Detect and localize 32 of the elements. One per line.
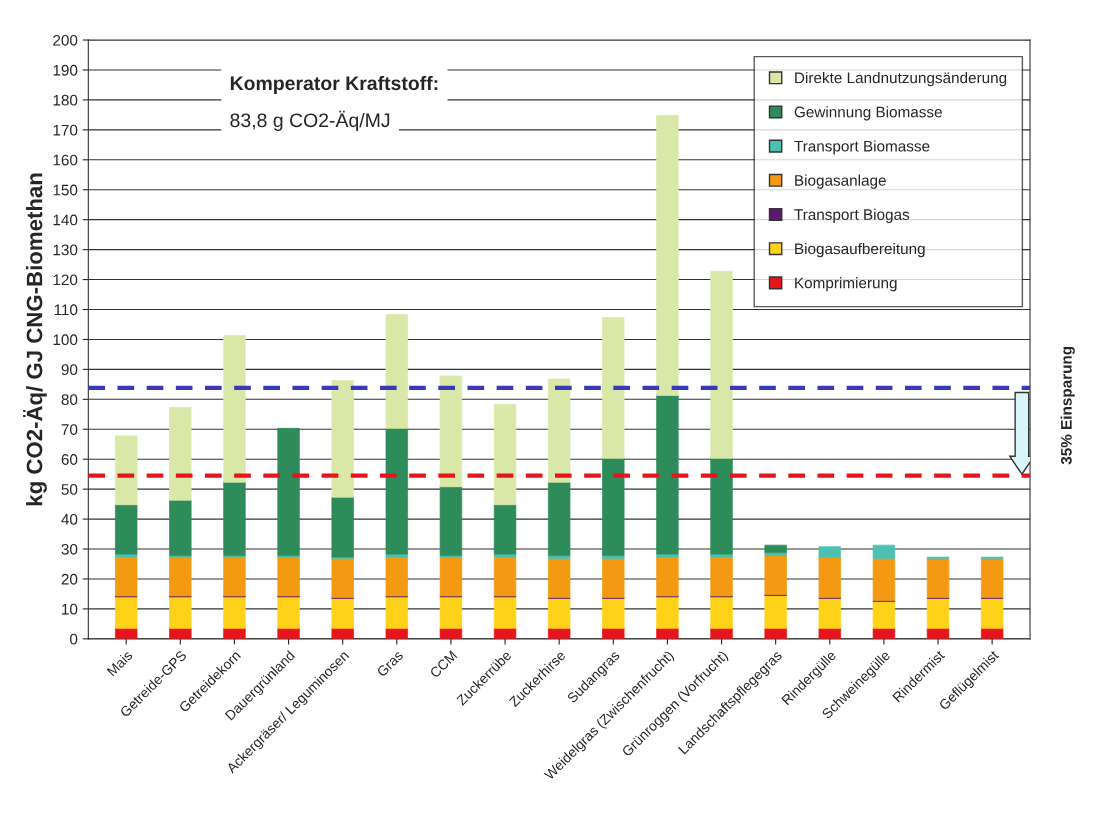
y-tick-label: 180 <box>53 94 78 106</box>
y-tick-label: 120 <box>53 274 78 286</box>
legend-label: Transport Biogas <box>794 208 910 223</box>
y-tick-label: 140 <box>53 214 78 226</box>
y-tick-label: 50 <box>61 484 78 495</box>
y-tick-label: 10 <box>62 603 78 615</box>
legend-label: Gewinnung Biomasse <box>794 106 942 121</box>
y-tick-label: 190 <box>53 64 78 76</box>
y-tick-label: 160 <box>53 154 78 166</box>
y-tick-label: 130 <box>53 244 78 256</box>
y-tick-label: 100 <box>53 334 78 346</box>
text: 35% Einsparung <box>1060 346 1075 465</box>
y-tick-label: 30 <box>61 543 78 555</box>
y-axis-title: kg CO2-Äq/ GJ CNG-Biomethan <box>23 173 47 506</box>
legend-label: Komprimierung <box>795 277 897 292</box>
legend-label: Direkte Landnutzungsänderung <box>795 72 1007 87</box>
y-tick-label: 0 <box>70 633 78 645</box>
y-tick-label: 70 <box>61 424 78 435</box>
y-tick-label: 40 <box>61 513 78 525</box>
y-tick-label: 200 <box>53 34 78 46</box>
y-tick-label: 150 <box>53 184 78 196</box>
y-tick-label: 60 <box>61 454 78 465</box>
annotation: 83,8 g CO2-Äq/MJ <box>230 110 390 132</box>
y-tick-label: 110 <box>54 304 78 316</box>
legend-label: Biogasaufbereitung <box>795 242 925 258</box>
legend-label: Biogasanlage <box>795 174 886 189</box>
y-tick-label: 80 <box>61 394 78 406</box>
y-tick-label: 170 <box>53 124 78 136</box>
y-tick-label: 90 <box>61 364 78 376</box>
y-tick-label: 20 <box>61 573 78 585</box>
annotation: Komperator Kraftstoff: <box>230 75 438 95</box>
legend-label: Transport Biomasse <box>794 140 930 155</box>
